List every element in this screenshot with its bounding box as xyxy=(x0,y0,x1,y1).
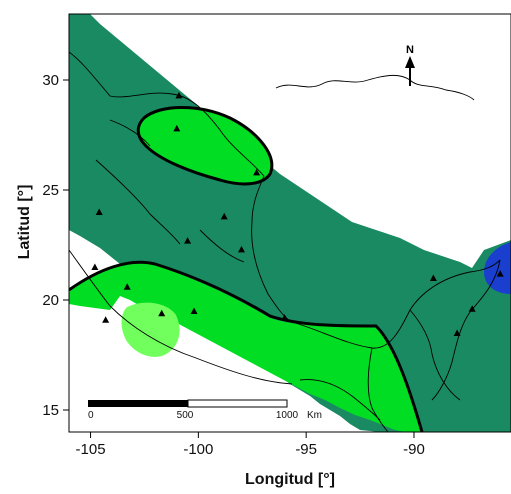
scale-label-1000: 1000 xyxy=(276,410,299,421)
inner-border-2 xyxy=(109,119,151,147)
map-frame xyxy=(68,13,511,433)
station-marker xyxy=(453,329,461,336)
station-marker xyxy=(190,307,198,314)
scale-unit: Km xyxy=(307,410,322,421)
x-axis-title: Longitud [°] xyxy=(245,471,335,488)
station-marker xyxy=(237,245,245,253)
scale-bar-black xyxy=(88,400,188,407)
scale-label-0: 0 xyxy=(88,410,94,421)
south-contour-line xyxy=(69,260,424,432)
station-marker xyxy=(158,309,166,317)
scale-bar-white xyxy=(187,399,288,408)
north-arrow-head xyxy=(405,56,415,68)
station-marker xyxy=(123,283,131,290)
us-mexico-border xyxy=(69,51,265,177)
y-axis-title: Latitud [°] xyxy=(16,185,33,260)
pacific-coast xyxy=(69,249,293,385)
y-axis: 15 20 25 30 xyxy=(42,72,69,419)
north-arrow: N xyxy=(405,44,415,86)
sea-region xyxy=(484,242,511,294)
inner-border-1 xyxy=(95,159,181,245)
x-tick-label: -100 xyxy=(183,441,213,458)
station-marker xyxy=(184,237,192,244)
y-tick-label: 20 xyxy=(42,292,59,309)
high-zone xyxy=(121,302,180,357)
north-label: N xyxy=(406,44,414,56)
station-marker xyxy=(253,168,261,176)
scale-bar: 0 500 1000 Km xyxy=(88,399,322,421)
y-tick-label: 25 xyxy=(42,182,59,199)
x-tick-label: -105 xyxy=(76,441,106,458)
inner-border-6 xyxy=(299,379,381,421)
inner-border-5 xyxy=(409,309,461,401)
station-marker xyxy=(91,263,99,270)
station-marker xyxy=(468,305,476,312)
stations xyxy=(91,91,504,336)
y-tick-label: 30 xyxy=(42,72,59,89)
gulf-coast xyxy=(275,74,475,101)
y-tick-label: 15 xyxy=(42,402,59,419)
yucatan-east-coast xyxy=(431,259,501,401)
north-contour-region xyxy=(136,106,274,186)
station-marker xyxy=(281,314,289,321)
inner-border-3 xyxy=(199,229,245,263)
station-marker xyxy=(102,316,110,323)
mexico-east-coast xyxy=(251,175,293,323)
x-axis: -105 -100 -95 -90 xyxy=(76,432,425,458)
x-tick-label: -90 xyxy=(403,441,425,458)
station-marker xyxy=(429,274,437,281)
station-marker xyxy=(496,270,504,277)
scale-label-500: 500 xyxy=(177,410,194,421)
station-marker xyxy=(173,124,181,132)
inner-border-4 xyxy=(367,347,389,432)
station-marker xyxy=(175,91,183,99)
x-tick-label: -95 xyxy=(295,441,317,458)
station-marker xyxy=(95,208,103,215)
coastlines xyxy=(69,51,501,432)
station-marker xyxy=(220,212,228,220)
